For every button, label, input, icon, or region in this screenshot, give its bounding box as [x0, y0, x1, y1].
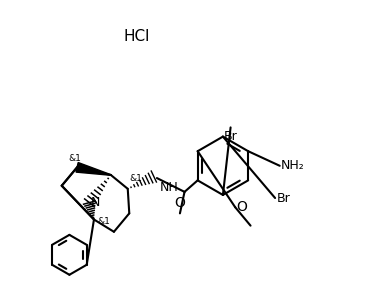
Text: N: N [91, 196, 100, 209]
Polygon shape [76, 162, 111, 175]
Text: HCl: HCl [124, 29, 150, 44]
Text: &1: &1 [68, 154, 81, 163]
Text: NH: NH [159, 181, 178, 194]
Text: Br: Br [224, 130, 238, 143]
Text: O: O [236, 200, 247, 214]
Text: NH₂: NH₂ [281, 159, 305, 172]
Text: O: O [175, 196, 185, 210]
Text: &1: &1 [97, 217, 110, 226]
Text: &1: &1 [129, 174, 142, 183]
Text: Br: Br [277, 192, 290, 204]
